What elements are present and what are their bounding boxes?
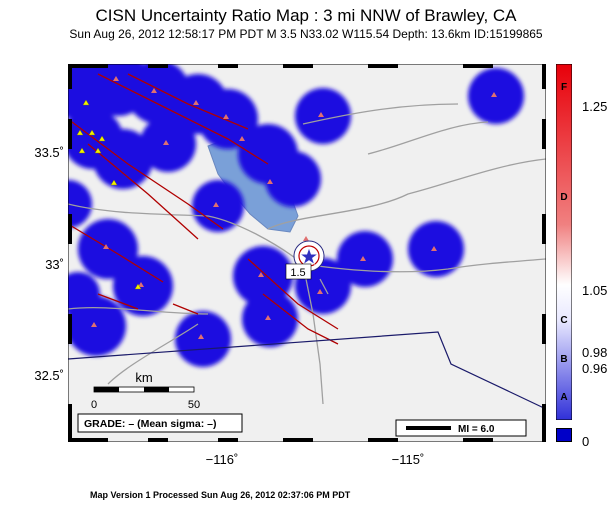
scale-end: 50 <box>188 399 200 411</box>
scale-start: 0 <box>91 399 97 411</box>
map-version-footer: Map Version 1 Processed Sun Aug 26, 2012… <box>90 490 351 500</box>
grade-d: D <box>560 192 568 203</box>
border-line <box>68 331 546 410</box>
grade-a: A <box>560 392 568 403</box>
faults <box>68 73 339 345</box>
lon-label-115: −115˚ <box>391 452 425 467</box>
event-info: Sun Aug 26, 2012 12:58:17 PM PDT M 3.5 N… <box>69 27 543 41</box>
grade-b: B <box>560 354 568 365</box>
epicenter-label: 1.5 <box>290 267 305 279</box>
station-triangles <box>91 76 497 339</box>
map-title: CISN Uncertainty Ratio Map : 3 mi NNW of… <box>95 6 517 25</box>
lat-label-33-5: 33.5˚ <box>34 145 64 160</box>
colorbar-tick-1-05: 1.05 <box>582 283 608 298</box>
map-frame <box>68 64 546 442</box>
station-blobs <box>68 64 524 367</box>
grade-f: F <box>560 82 568 93</box>
yellow-stations <box>76 99 142 290</box>
epicenter-star-icon <box>299 247 319 266</box>
colorbar-floor <box>556 428 572 442</box>
lat-label-32-5: 32.5˚ <box>34 368 64 383</box>
lat-label-33: 33˚ <box>45 257 64 272</box>
colorbar <box>556 64 572 420</box>
mi-legend-label: MI = 6.0 <box>458 424 495 435</box>
grade-text: GRADE: – (Mean sigma: –) <box>84 418 216 430</box>
colorbar-tick-1-25: 1.25 <box>582 99 608 114</box>
grade-c: C <box>560 315 568 326</box>
scale-unit: km <box>135 370 152 385</box>
colorbar-tick-0-96: 0.96 <box>582 361 608 376</box>
mi-legend <box>395 419 527 437</box>
scale-bar <box>93 386 195 393</box>
colorbar-tick-0: 0 <box>582 434 590 449</box>
roads <box>68 103 546 405</box>
lon-label-116: −116˚ <box>205 452 239 467</box>
colorbar-tick-0-98: 0.98 <box>582 345 608 360</box>
mi-legend-line <box>406 426 451 430</box>
uncertainty-map[interactable]: 1.5 km 0 50 GRADE: – (Mean sigma: –) MI … <box>68 64 546 442</box>
epicenter-label-box <box>285 263 312 280</box>
grade-box <box>77 413 243 433</box>
